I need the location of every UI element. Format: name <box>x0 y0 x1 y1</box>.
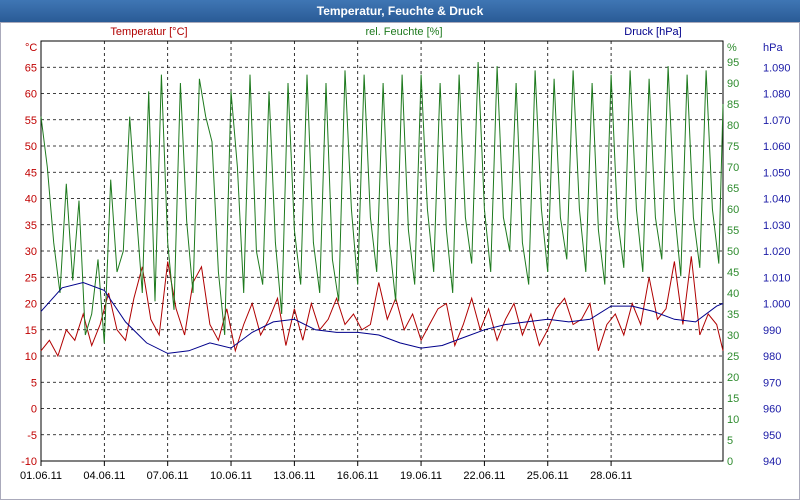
pressure-tick-label: 940 <box>763 456 781 468</box>
temperature-tick-label: -10 <box>21 456 37 468</box>
x-tick-label: 28.06.11 <box>590 470 632 482</box>
humidity-tick-label: 60 <box>727 204 739 216</box>
humidity-tick-label: 20 <box>727 372 739 384</box>
x-tick-label: 19.06.11 <box>400 470 442 482</box>
humidity-tick-label: 55 <box>727 225 739 237</box>
humidity-tick-label: 90 <box>727 78 739 90</box>
temperature-tick-label: 65 <box>25 62 37 74</box>
pressure-tick-label: 1.000 <box>763 299 791 311</box>
humidity-tick-label: 35 <box>727 309 739 321</box>
legend: Temperatur [°C] rel. Feuchte [%] Druck [hP… <box>110 26 681 38</box>
x-tick-label: 10.06.11 <box>210 470 252 482</box>
x-tick-label: 13.06.11 <box>273 470 315 482</box>
x-tick-label: 01.06.11 <box>20 470 62 482</box>
pressure-tick-label: 1.080 <box>763 89 791 101</box>
x-tick-label: 07.06.11 <box>147 470 189 482</box>
temperature-tick-label: 25 <box>25 272 37 284</box>
humidity-tick-label: 15 <box>727 393 739 405</box>
chart-area: -10 -5 0 5 10 15 20 25 30 35 40 45 50 55 60 65 0 5 10 15 20 2… <box>0 22 800 500</box>
temperature-unit-label: °C <box>25 42 37 54</box>
humidity-tick-label: 50 <box>727 246 739 258</box>
temperature-tick-label: 40 <box>25 194 37 206</box>
humidity-tick-label: 70 <box>727 162 739 174</box>
pressure-tick-label: 960 <box>763 404 781 416</box>
humidity-tick-label: 30 <box>727 330 739 342</box>
temperature-tick-label: 45 <box>25 167 37 179</box>
x-tick-label: 16.06.11 <box>337 470 379 482</box>
humidity-tick-label: 5 <box>727 435 733 447</box>
pressure-tick-label: 1.070 <box>763 115 791 127</box>
temperature-tick-label: 35 <box>25 220 37 232</box>
humidity-tick-label: 45 <box>727 267 739 279</box>
temperature-tick-label: 30 <box>25 246 37 258</box>
temperature-tick-label: 5 <box>31 377 37 389</box>
humidity-tick-label: 25 <box>727 351 739 363</box>
series-line-humidity <box>40 61 724 344</box>
pressure-tick-label: 950 <box>763 430 781 442</box>
legend-entry: Temperatur [°C] <box>110 26 187 38</box>
temperature-tick-label: 10 <box>25 351 37 363</box>
pressure-tick-label: 1.060 <box>763 141 791 153</box>
pressure-tick-label: 1.010 <box>763 272 791 284</box>
chart-svg: -10 -5 0 5 10 15 20 25 30 35 40 45 50 55 60 65 0 5 10 15 20 2… <box>20 26 791 482</box>
pressure-tick-label: 970 <box>763 377 781 389</box>
x-tick-label: 22.06.11 <box>463 470 505 482</box>
pressure-tick-label: 1.040 <box>763 194 791 206</box>
humidity-tick-label: 75 <box>727 141 739 153</box>
temperature-tick-label: -5 <box>27 430 37 442</box>
series-line-pressure <box>40 281 724 354</box>
humidity-tick-label: 0 <box>727 456 733 468</box>
x-tick-label: 25.06.11 <box>527 470 569 482</box>
series-line-temperature <box>40 256 724 358</box>
humidity-tick-label: 80 <box>727 120 739 132</box>
temperature-tick-label: 20 <box>25 299 37 311</box>
pressure-unit-label: hPa <box>763 42 783 54</box>
pressure-tick-label: 1.030 <box>763 220 791 232</box>
pressure-tick-label: 1.090 <box>763 62 791 74</box>
temperature-tick-label: 55 <box>25 115 37 127</box>
temperature-tick-label: 15 <box>25 325 37 337</box>
series <box>40 61 724 358</box>
pressure-tick-label: 1.020 <box>763 246 791 258</box>
humidity-tick-label: 10 <box>727 414 739 426</box>
legend-entry: Druck [hPa] <box>624 26 681 38</box>
temperature-tick-label: 50 <box>25 141 37 153</box>
humidity-tick-label: 65 <box>727 183 739 195</box>
humidity-unit-label: % <box>727 42 737 54</box>
legend-entry: rel. Feuchte [%] <box>365 26 442 38</box>
pressure-tick-label: 1.050 <box>763 167 791 179</box>
pressure-tick-label: 980 <box>763 351 781 363</box>
humidity-tick-label: 95 <box>727 57 739 69</box>
window-title: Temperatur, Feuchte & Druck <box>0 0 800 22</box>
humidity-tick-label: 85 <box>727 99 739 111</box>
temperature-tick-label: 60 <box>25 89 37 101</box>
temperature-tick-label: 0 <box>31 404 37 416</box>
axes: -10 -5 0 5 10 15 20 25 30 35 40 45 50 55 60 65 0 5 10 15 20 2… <box>20 42 791 482</box>
grid <box>40 40 724 462</box>
x-tick-label: 04.06.11 <box>83 470 125 482</box>
pressure-tick-label: 990 <box>763 325 781 337</box>
humidity-tick-label: 40 <box>727 288 739 300</box>
